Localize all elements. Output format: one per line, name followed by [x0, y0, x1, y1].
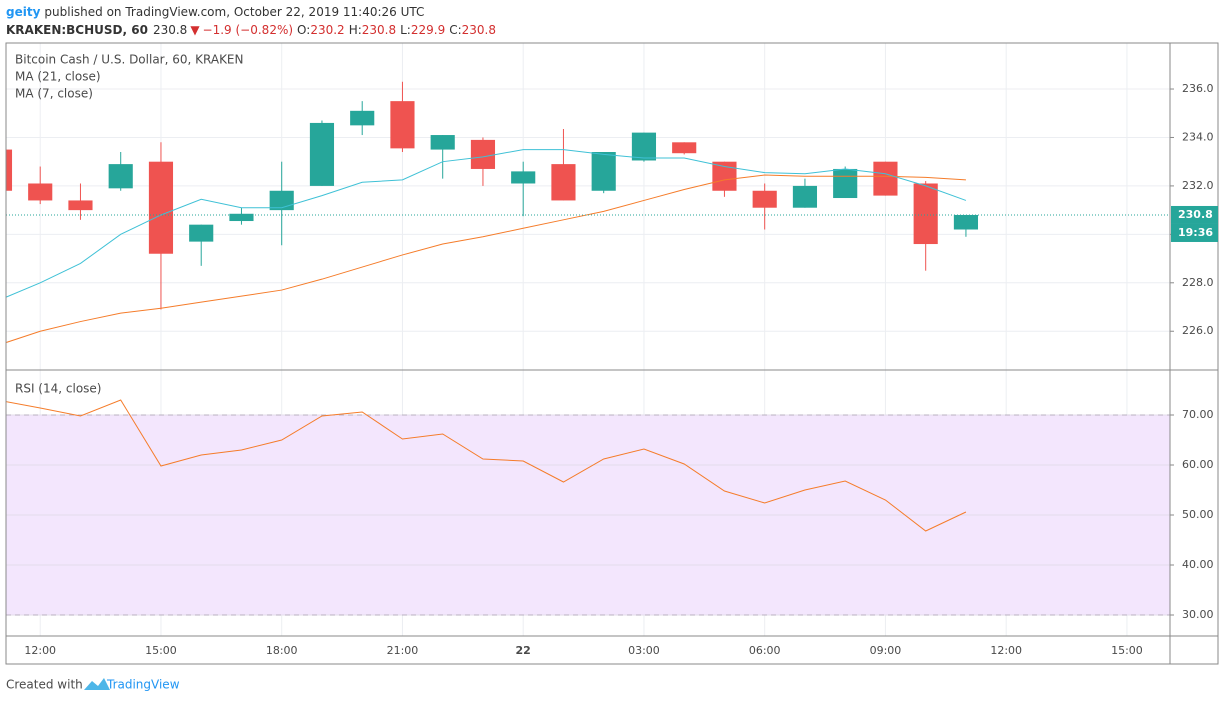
y-tick-label: 228.0 [1182, 276, 1214, 289]
chart-frame [5, 42, 1219, 665]
rsi-pane [6, 399, 967, 532]
ohlc-value: 230.2 [310, 23, 344, 37]
last-price-box [1171, 205, 1218, 224]
footer-brand[interactable]: TradingView [106, 678, 180, 692]
candle-body [430, 135, 455, 150]
foreground-layer: geity published on TradingView.com, Octob… [5, 5, 1219, 692]
candle-body [68, 200, 93, 211]
x-tick-label: 12:00 [990, 644, 1022, 657]
background-layer [6, 43, 1170, 636]
header-line-1: geity published on TradingView.com, Octob… [6, 5, 424, 19]
moving-average-line [6, 149, 967, 298]
candle-body [551, 164, 576, 201]
legend-entry: MA (21, close) [15, 70, 101, 84]
x-tick-label: 15:00 [145, 644, 177, 657]
last: 230.8 [153, 23, 187, 37]
x-tick-label: 15:00 [1111, 644, 1143, 657]
y-tick-label: 234.0 [1182, 130, 1214, 143]
candle-body [631, 132, 657, 161]
arrow: ▼ [190, 23, 200, 37]
candle-body [672, 142, 697, 154]
x-tick-label: 21:00 [387, 644, 419, 657]
main-title: Bitcoin Cash / U.S. Dollar, 60, KRAKEN [15, 53, 244, 67]
published: published on TradingView.com, October 22… [44, 5, 424, 19]
y-tick-label: 60.00 [1182, 458, 1214, 471]
ohlc-label: O: [297, 23, 310, 37]
footer-logo [84, 678, 110, 690]
ohlc-label: L: [400, 23, 411, 37]
x-tick-label: 06:00 [749, 644, 781, 657]
ohlc-value: 229.9 [411, 23, 445, 37]
candle-body [833, 168, 858, 199]
candle-body [269, 190, 294, 211]
candle-body [148, 161, 174, 254]
y-tick-label: 70.00 [1182, 408, 1214, 421]
countdown-label: 19:36 [1178, 226, 1213, 239]
x-tick-label: 22 [516, 644, 531, 657]
x-tick-label: 03:00 [628, 644, 660, 657]
candle-body [752, 190, 777, 208]
candle-body [108, 164, 133, 189]
candle-body [591, 152, 616, 191]
candle-body [953, 214, 979, 230]
legend-entry: MA (7, close) [15, 87, 93, 101]
candle-body [511, 171, 536, 184]
y-tick-label: 226.0 [1182, 324, 1214, 337]
header-line-2: KRAKEN:BCHUSD, 60 230.8 ▼ −1.9 (−0.82%) O:23… [6, 23, 496, 37]
legend-entry: RSI (14, close) [15, 382, 101, 396]
candle-body [792, 185, 818, 208]
countdown-box [1171, 223, 1218, 242]
ohlc-value: 230.8 [362, 23, 396, 37]
candle-body [229, 213, 254, 222]
symbol: KRAKEN:BCHUSD, 60 [6, 23, 148, 37]
main-pane [6, 81, 1170, 344]
candle-body [6, 149, 13, 191]
last-price-label: 230.8 [1178, 208, 1213, 221]
footer-created: Created with [6, 678, 83, 692]
x-tick-label: 12:00 [24, 644, 56, 657]
ohlc-value: 230.8 [462, 23, 496, 37]
candle-body [470, 139, 496, 169]
candle-body [28, 183, 53, 201]
change: −1.9 (−0.82%) [203, 23, 294, 37]
y-tick-label: 30.00 [1182, 608, 1214, 621]
candle-body [309, 122, 335, 186]
y-tick-label: 232.0 [1182, 179, 1214, 192]
moving-average-line [6, 174, 966, 344]
author[interactable]: geity [6, 5, 41, 19]
x-tick-label: 09:00 [870, 644, 902, 657]
candle-body [390, 101, 415, 149]
candle-body [873, 161, 898, 196]
ohlc-label: C: [449, 23, 461, 37]
candle-body [913, 183, 938, 245]
x-tick-label: 18:00 [266, 644, 298, 657]
ohlc-label: H: [349, 23, 362, 37]
y-tick-label: 40.00 [1182, 558, 1214, 571]
y-tick-label: 50.00 [1182, 508, 1214, 521]
candle-body [189, 224, 214, 242]
y-tick-label: 236.0 [1182, 82, 1214, 95]
rsi-line [6, 399, 967, 532]
candle-body [350, 110, 375, 126]
